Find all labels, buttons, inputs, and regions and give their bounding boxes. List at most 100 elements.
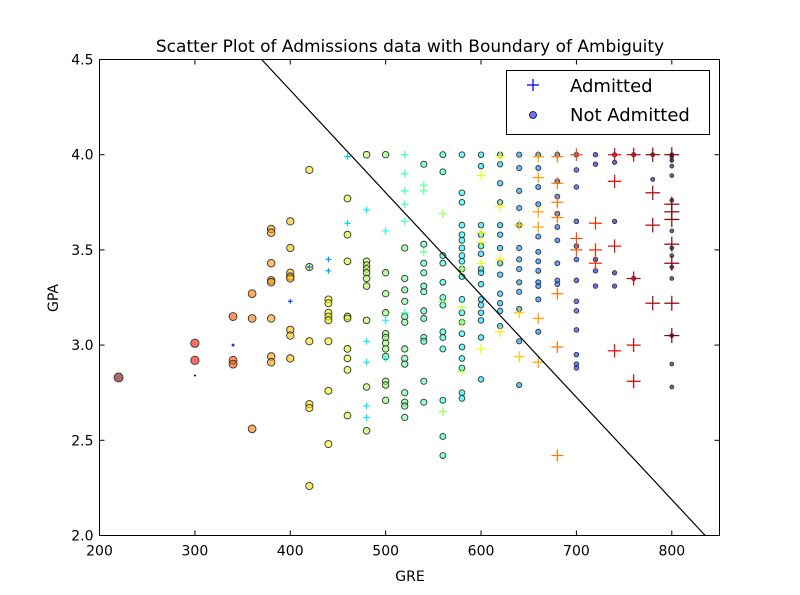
- point-not-admitted-171: [535, 184, 542, 191]
- y-tick-label-1: 2.5: [71, 433, 93, 449]
- point-not-admitted-153: [496, 300, 504, 307]
- point-not-admitted-151: [496, 271, 504, 278]
- point-not-admitted-1: [190, 338, 200, 348]
- x-axis-ticks: 200 300 400 500 600 700 800: [86, 59, 685, 560]
- point-not-admitted-133: [477, 250, 485, 257]
- point-not-admitted-141: [477, 334, 485, 341]
- point-not-admitted-75: [401, 318, 409, 326]
- point-not-admitted-108: [458, 151, 466, 159]
- point-admitted-26: [438, 407, 448, 417]
- point-admitted-73: [645, 217, 660, 233]
- point-not-admitted-227: [669, 276, 675, 281]
- point-not-admitted-43: [343, 314, 352, 323]
- point-admitted-9: [363, 337, 370, 345]
- point-not-admitted-102: [439, 328, 447, 336]
- point-not-admitted-186: [554, 237, 561, 244]
- point-not-admitted-148: [496, 231, 504, 238]
- point-not-admitted-88: [420, 288, 428, 296]
- point-not-admitted-179: [535, 296, 542, 303]
- point-not-admitted-47: [343, 411, 352, 420]
- point-not-admitted-46: [343, 365, 352, 374]
- point-not-admitted-92: [420, 337, 428, 345]
- point-admitted-41: [513, 219, 525, 231]
- point-admitted-47: [532, 221, 544, 233]
- point-not-admitted-73: [401, 297, 409, 305]
- point-not-admitted-130: [477, 221, 485, 229]
- point-not-admitted-48: [362, 150, 371, 159]
- point-admitted-29: [457, 302, 467, 312]
- point-not-admitted-35: [324, 316, 333, 325]
- point-not-admitted-16: [266, 358, 276, 367]
- point-not-admitted-57: [362, 427, 371, 435]
- point-not-admitted-65: [381, 345, 390, 353]
- point-admitted-46: [532, 206, 544, 218]
- point-not-admitted-167: [516, 338, 523, 345]
- point-not-admitted-165: [516, 288, 523, 295]
- point-admitted-30: [457, 317, 467, 327]
- legend-box: [506, 70, 710, 135]
- point-not-admitted-163: [516, 265, 523, 273]
- point-not-admitted-185: [554, 224, 561, 230]
- point-admitted-52: [551, 196, 564, 209]
- legend: Admitted Not Admitted: [506, 70, 710, 135]
- point-not-admitted-111: [458, 221, 466, 229]
- x-axis-title: GRE: [395, 569, 424, 585]
- point-not-admitted-189: [554, 281, 561, 288]
- point-not-admitted-149: [496, 244, 504, 252]
- point-not-admitted-85: [420, 259, 428, 267]
- point-not-admitted-119: [458, 296, 466, 303]
- legend-label-not-admitted: Not Admitted: [570, 105, 690, 126]
- point-admitted-63: [607, 147, 622, 162]
- point-not-admitted-89: [420, 307, 428, 315]
- point-not-admitted-124: [458, 355, 466, 362]
- point-not-admitted-128: [477, 151, 485, 158]
- point-admitted-3: [306, 264, 312, 270]
- point-not-admitted-178: [535, 283, 542, 290]
- point-not-admitted-72: [401, 286, 409, 294]
- point-admitted-15: [382, 354, 390, 363]
- point-not-admitted-86: [420, 269, 428, 277]
- point-not-admitted-97: [439, 252, 447, 260]
- point-not-admitted-27: [305, 337, 314, 346]
- point-not-admitted-94: [420, 398, 428, 406]
- point-not-admitted-6: [247, 289, 257, 299]
- point-not-admitted-55: [362, 316, 371, 325]
- point-not-admitted-32: [324, 299, 333, 308]
- point-admitted-11: [363, 402, 370, 410]
- point-admitted-36: [476, 344, 486, 354]
- point-admitted-23: [419, 186, 428, 195]
- point-admitted-10: [363, 358, 370, 366]
- point-not-admitted-147: [496, 221, 504, 229]
- point-not-admitted-192: [573, 184, 580, 190]
- point-not-admitted-95: [439, 151, 447, 159]
- point-admitted-16: [400, 150, 409, 159]
- point-not-admitted-17: [286, 217, 295, 226]
- point-not-admitted-198: [573, 308, 580, 314]
- legend-marker-admitted: [527, 79, 539, 91]
- point-not-admitted-140: [477, 317, 485, 324]
- point-not-admitted-40: [343, 230, 352, 239]
- point-admitted-70: [626, 374, 641, 389]
- point-not-admitted-54: [362, 282, 371, 290]
- point-admitted-8: [363, 206, 370, 214]
- point-admitted-7: [344, 220, 351, 227]
- point-not-admitted-129: [477, 162, 485, 170]
- point-not-admitted-221: [669, 173, 675, 178]
- y-tick-label-4: 4.0: [71, 148, 93, 164]
- point-not-admitted-127: [458, 395, 466, 402]
- point-not-admitted-200: [573, 351, 580, 358]
- point-not-admitted-216: [650, 177, 656, 182]
- point-admitted-6: [344, 153, 351, 160]
- x-tick-label-2: 400: [277, 544, 304, 560]
- point-not-admitted-193: [573, 218, 580, 225]
- point-admitted-61: [589, 243, 602, 257]
- point-not-admitted-79: [401, 389, 409, 397]
- point-admitted-66: [607, 344, 622, 358]
- point-admitted-33: [476, 227, 486, 238]
- point-admitted-68: [626, 271, 641, 286]
- point-admitted-49: [532, 356, 544, 368]
- point-admitted-53: [551, 211, 564, 224]
- point-not-admitted-107: [439, 452, 447, 459]
- point-not-admitted-154: [496, 307, 504, 314]
- point-not-admitted-162: [516, 256, 523, 263]
